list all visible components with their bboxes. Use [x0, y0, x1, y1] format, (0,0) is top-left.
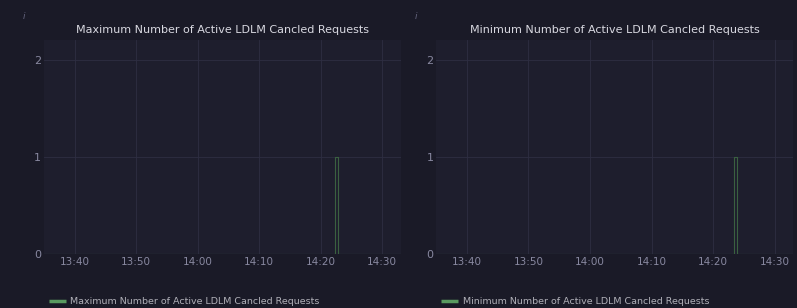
Legend: Minimum Number of Active LDLM Cancled Requests: Minimum Number of Active LDLM Cancled Re…	[441, 297, 709, 306]
Legend: Maximum Number of Active LDLM Cancled Requests: Maximum Number of Active LDLM Cancled Re…	[49, 297, 320, 306]
Title: Maximum Number of Active LDLM Cancled Requests: Maximum Number of Active LDLM Cancled Re…	[76, 25, 369, 35]
Text: i: i	[22, 12, 25, 21]
Text: i: i	[415, 12, 418, 21]
Title: Minimum Number of Active LDLM Cancled Requests: Minimum Number of Active LDLM Cancled Re…	[469, 25, 760, 35]
